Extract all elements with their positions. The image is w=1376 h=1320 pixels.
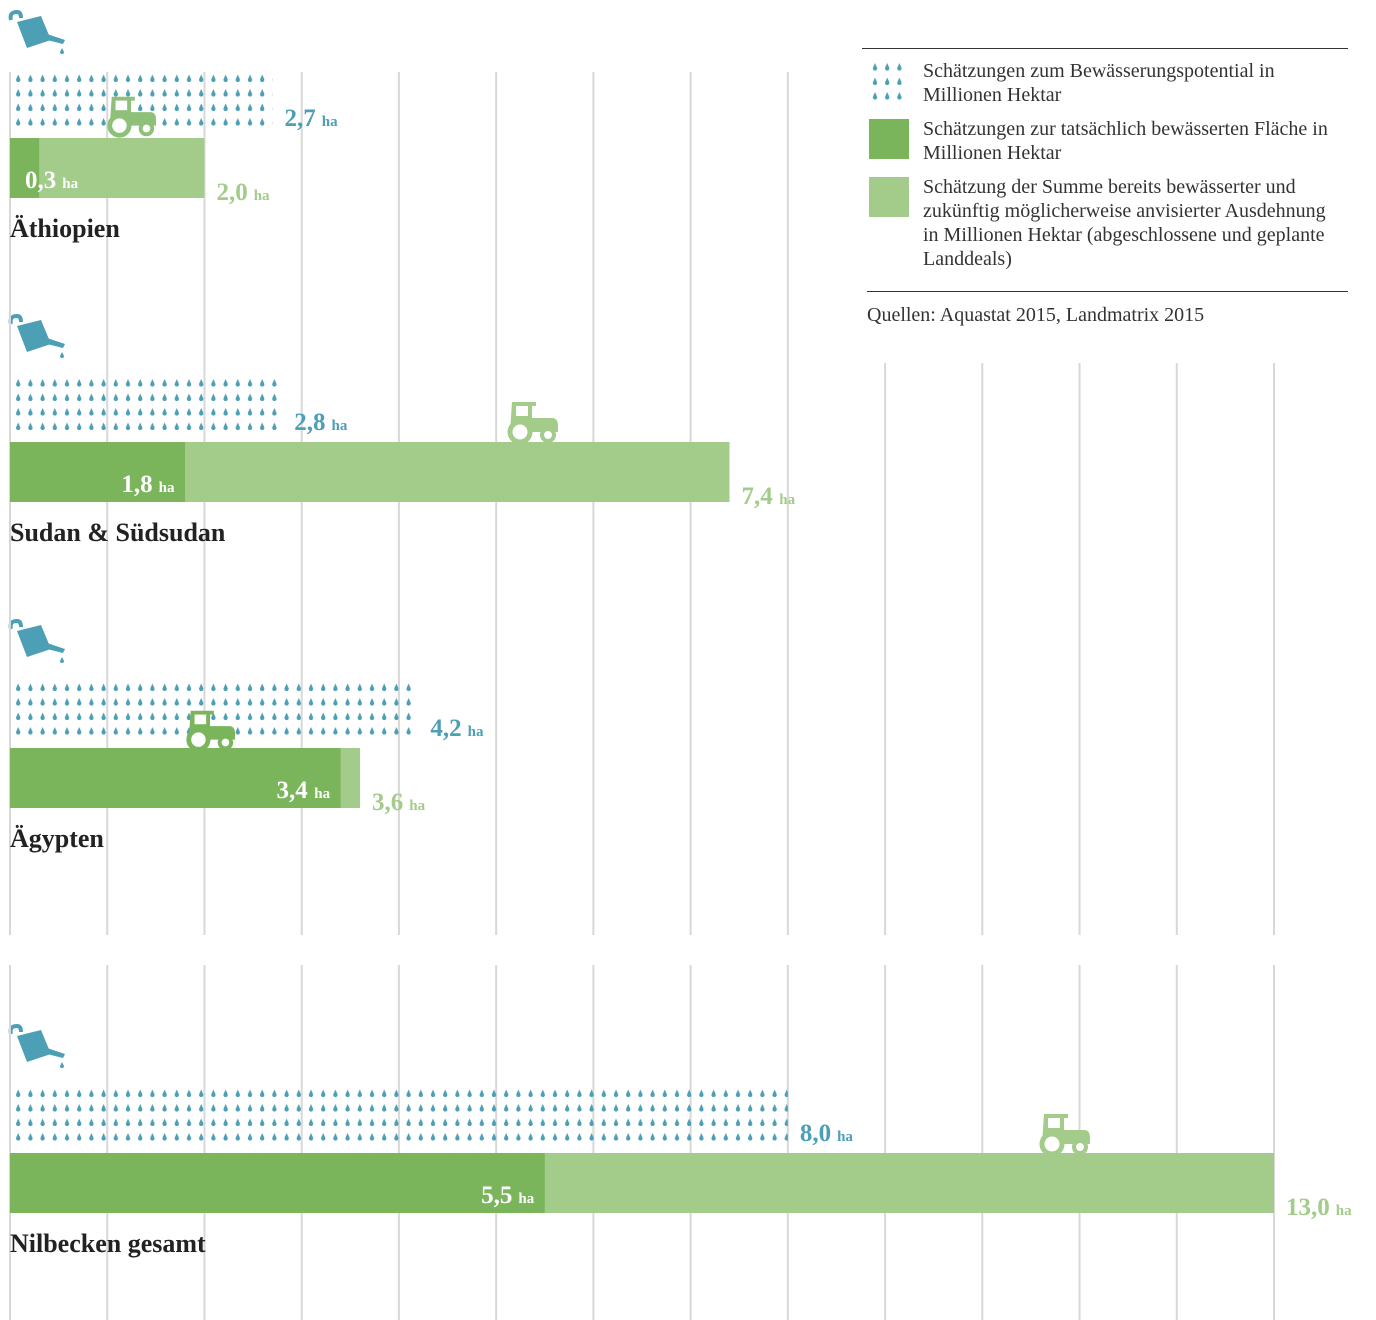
watering-can-icon bbox=[11, 12, 65, 54]
value-label: 3,6 bbox=[372, 789, 403, 816]
unit-label: ha bbox=[409, 798, 425, 814]
legend-rule bbox=[867, 291, 1348, 292]
category-label: Ägypten bbox=[10, 824, 104, 853]
irrigated-bar bbox=[10, 138, 40, 198]
unit-label: ha bbox=[314, 786, 330, 802]
legend-rule bbox=[862, 48, 1348, 49]
category-label: Nilbecken gesamt bbox=[10, 1229, 206, 1258]
category-label: Äthiopien bbox=[10, 214, 120, 243]
legend-label: Schätzungen zur tatsächlich bewässerten … bbox=[923, 118, 1328, 164]
tractor-icon bbox=[510, 402, 558, 442]
value-label: 7,4 bbox=[742, 483, 774, 510]
irrigated-bar bbox=[10, 1153, 545, 1213]
legend-item: Schätzungen zur tatsächlich bewässerten … bbox=[869, 117, 1348, 165]
unit-label: ha bbox=[779, 492, 795, 508]
watering-can-icon bbox=[11, 1026, 65, 1068]
legend-label: Schätzungen zum Bewässerungspotential in… bbox=[923, 60, 1275, 106]
potential-bar bbox=[10, 1087, 788, 1145]
unit-label: ha bbox=[1336, 1203, 1352, 1219]
value-label: 3,4 bbox=[276, 777, 308, 804]
value-label: 13,0 bbox=[1286, 1194, 1330, 1221]
unit-label: ha bbox=[468, 724, 484, 740]
marks: 2,7 ha 0,3 ha 2,0 ha Äthiopien 2,8 ha 1,8 ha 7,4 ha S… bbox=[9, 72, 1352, 1320]
legend-swatch bbox=[869, 177, 909, 217]
value-label: 5,5 bbox=[481, 1182, 512, 1209]
watering-can-icon bbox=[11, 316, 65, 358]
legend-item: Schätzung der Summe bereits bewässerter … bbox=[869, 175, 1348, 271]
legend: Schätzungen zum Bewässerungspotential in… bbox=[862, 48, 1348, 327]
irrigated-bar bbox=[10, 442, 186, 502]
value-label: 8,0 bbox=[800, 1120, 831, 1147]
legend-swatch bbox=[869, 61, 909, 101]
unit-label: ha bbox=[322, 114, 338, 130]
value-label: 2,0 bbox=[216, 179, 247, 206]
unit-label: ha bbox=[159, 480, 175, 496]
unit-label: ha bbox=[518, 1191, 534, 1207]
watering-can-icon bbox=[11, 621, 65, 663]
legend-item: Schätzungen zum Bewässerungspotential in… bbox=[869, 59, 1348, 107]
value-label: 2,7 bbox=[285, 105, 316, 132]
unit-label: ha bbox=[62, 176, 78, 192]
value-label: 4,2 bbox=[430, 715, 461, 742]
unit-label: ha bbox=[254, 188, 270, 204]
potential-bar bbox=[10, 376, 283, 434]
legend-label: Schätzung der Summe bereits bewässerter … bbox=[923, 176, 1326, 270]
category-label: Sudan & Südsudan bbox=[10, 518, 226, 547]
legend-swatch bbox=[869, 119, 909, 159]
value-label: 0,3 bbox=[25, 167, 56, 194]
unit-label: ha bbox=[331, 418, 347, 434]
unit-label: ha bbox=[837, 1129, 853, 1145]
value-label: 2,8 bbox=[294, 409, 325, 436]
irrigated-bar bbox=[10, 748, 341, 808]
planned-bar bbox=[10, 138, 205, 198]
tractor-icon bbox=[1042, 1114, 1090, 1154]
source: Quellen: Aquastat 2015, Landmatrix 2015 bbox=[867, 304, 1205, 326]
value-label: 1,8 bbox=[121, 471, 152, 498]
